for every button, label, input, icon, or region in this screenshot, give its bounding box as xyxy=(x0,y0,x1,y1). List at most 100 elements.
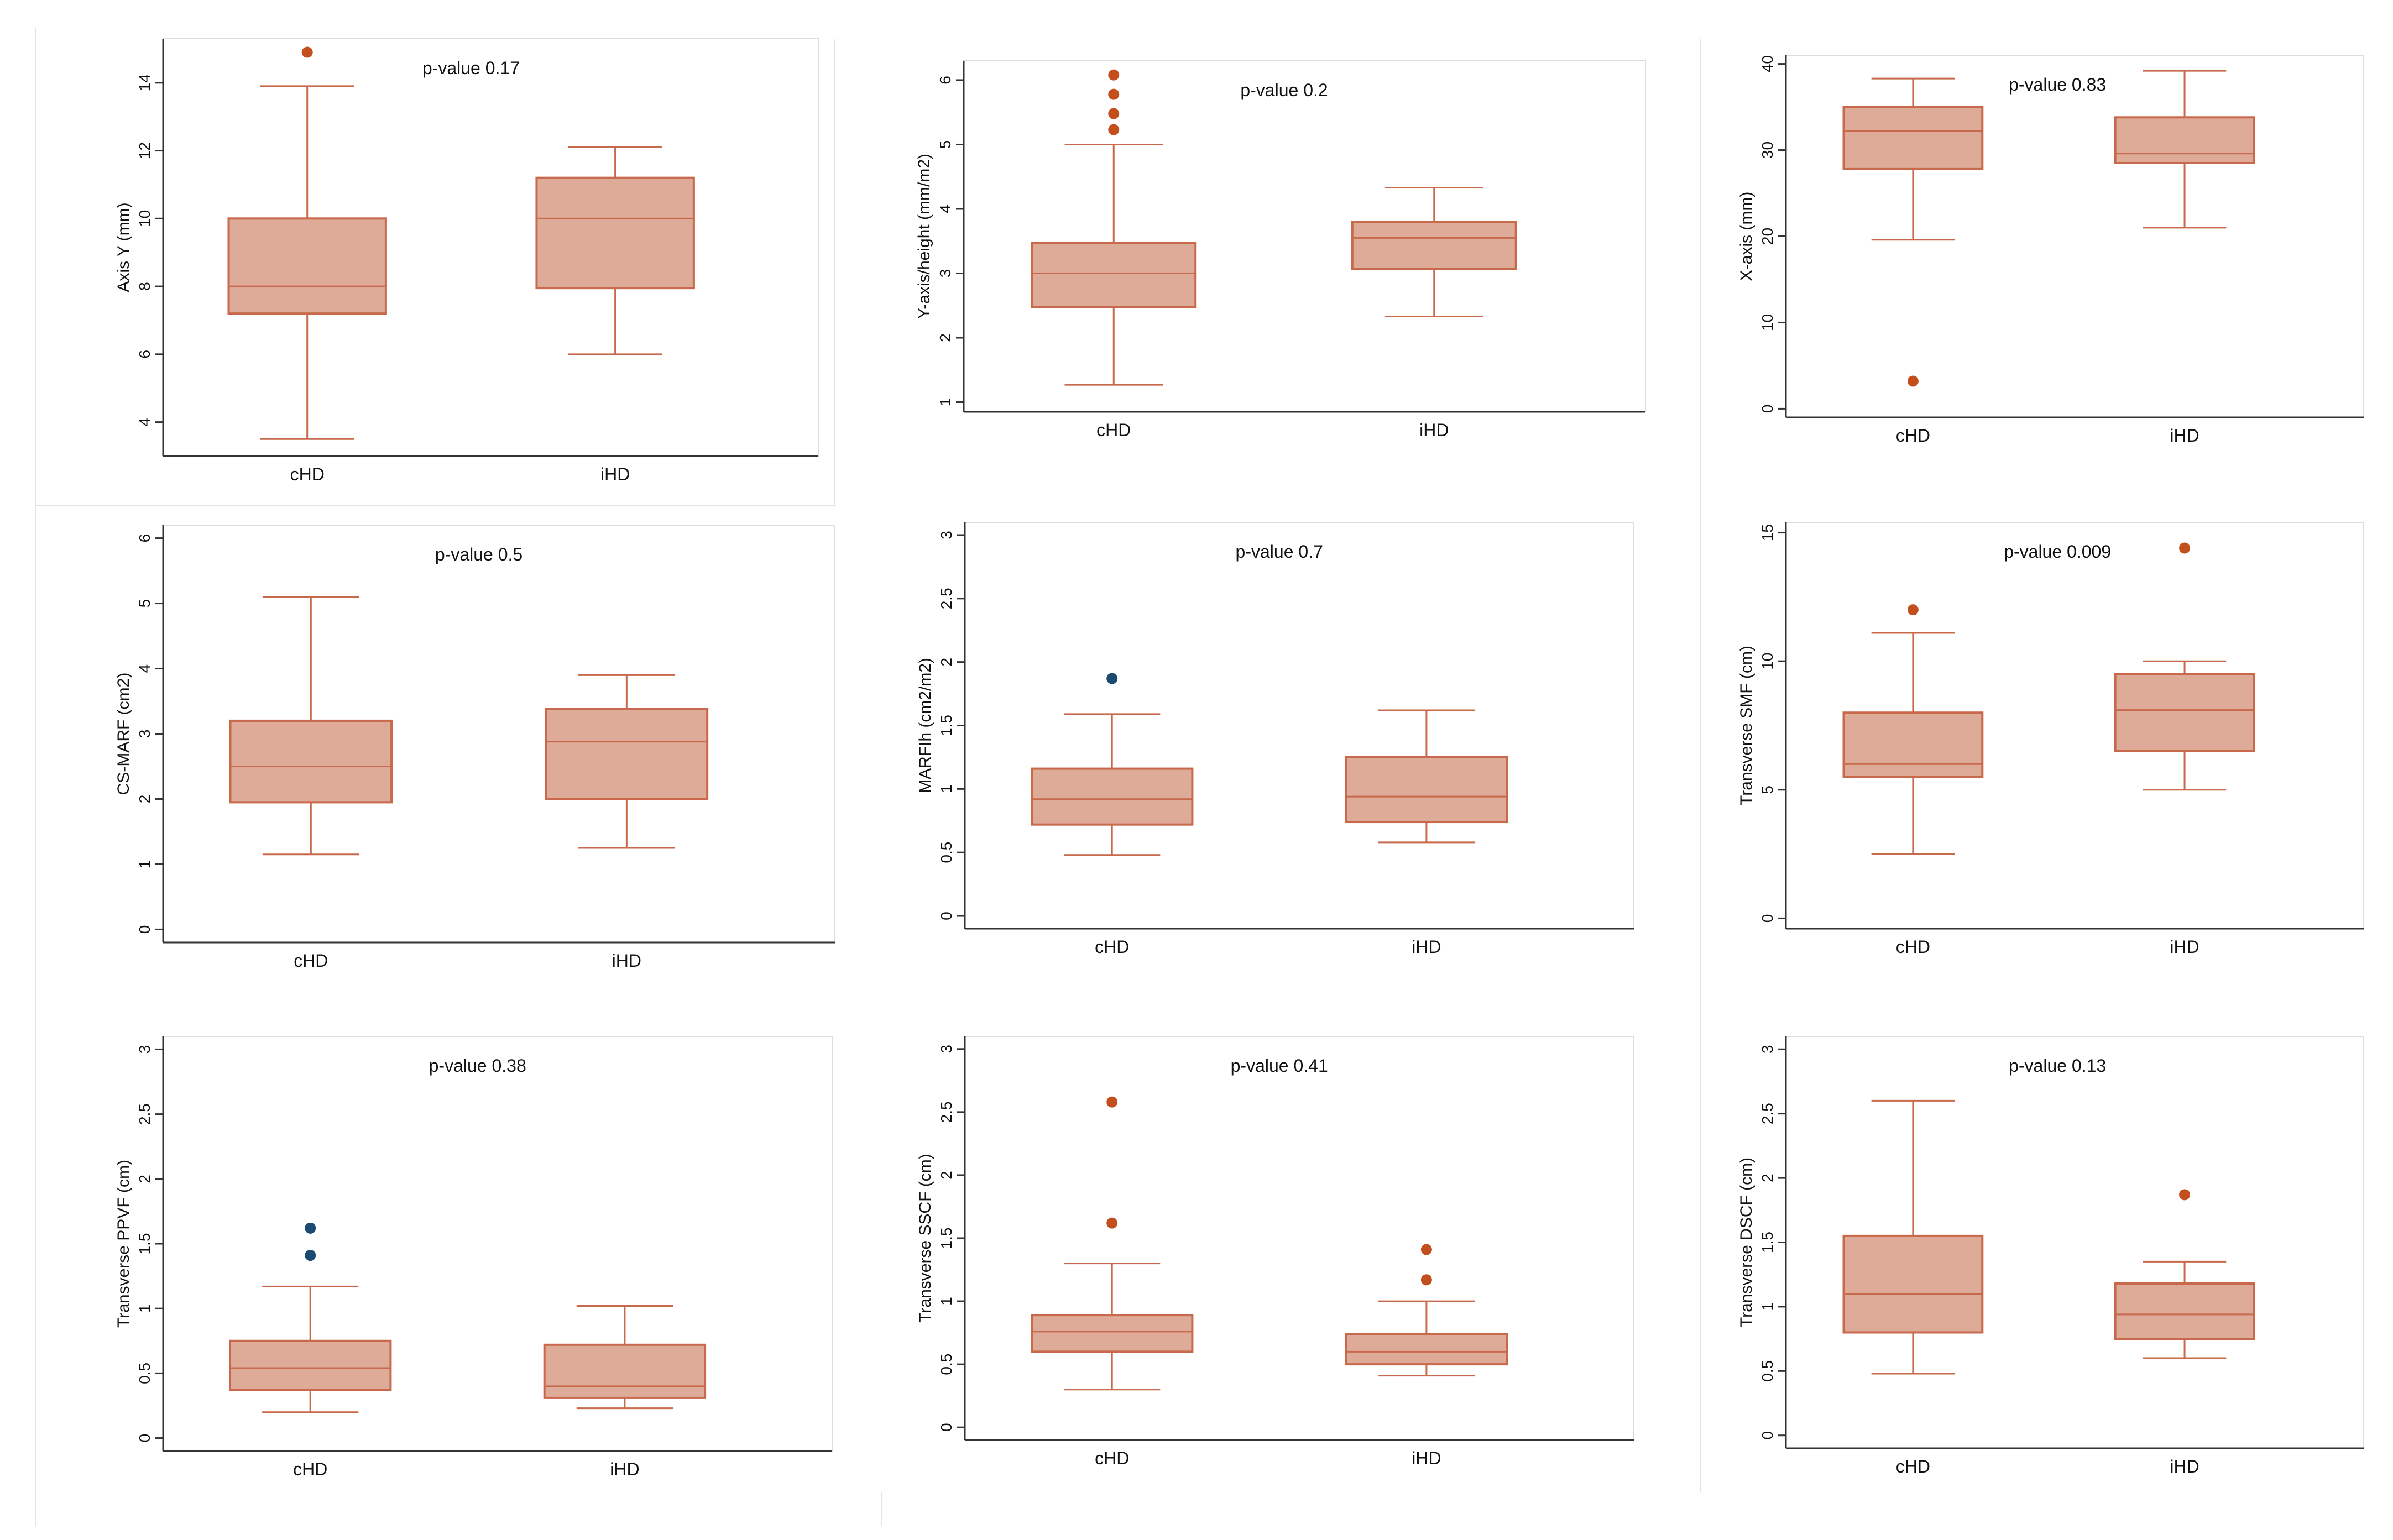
y-tick-label: 0.5 xyxy=(136,1363,153,1384)
plot-frame xyxy=(963,60,1646,412)
iqr-box xyxy=(2114,116,2255,164)
y-tick-label: 2 xyxy=(136,1175,153,1183)
y-tick-label: 2 xyxy=(937,333,954,342)
outlier-point xyxy=(301,46,313,58)
outlier-point xyxy=(305,1250,316,1261)
iqr-box xyxy=(543,1343,707,1399)
y-axis-label: Transverse PPVF (cm) xyxy=(114,1160,133,1328)
chart-svg: 1 2 3 4 5 6 Y-axis/height (mm/m2) p-value 0.2 cH… xyxy=(915,60,1646,440)
y-tick-label: 4 xyxy=(136,418,153,427)
y-tick-label: 1 xyxy=(1759,1302,1776,1311)
x-category-label: iHD xyxy=(1412,1448,1441,1468)
x-category-label: cHD xyxy=(1896,937,1930,957)
y-tick-label: 1.5 xyxy=(1759,1232,1776,1253)
y-tick-label: 4 xyxy=(937,205,954,213)
y-tick-label: 1.5 xyxy=(938,1228,955,1249)
y-tick-label: 6 xyxy=(136,350,153,359)
x-category-label: iHD xyxy=(2170,937,2199,957)
y-tick-label: 2 xyxy=(938,658,955,667)
y-tick-label: 6 xyxy=(937,76,954,85)
chart-panel-y-axis-height: 1 2 3 4 5 6 Y-axis/height (mm/m2) p-value 0.2 cH… xyxy=(911,55,1657,459)
y-tick-label: 0 xyxy=(1759,1431,1776,1440)
chart-svg: 0 1 2 3 4 5 6 CS-MARF (cm2) p-value 0.5 cHD iHD xyxy=(114,525,835,971)
y-tick-label: 3 xyxy=(136,1045,153,1054)
outlier-point xyxy=(1108,88,1120,100)
box-ihd xyxy=(545,674,709,849)
p-value-label: p-value 0.83 xyxy=(2009,75,2106,95)
y-axis-label: X-axis (mm) xyxy=(1737,192,1755,281)
iqr-box xyxy=(1345,756,1508,824)
y-tick-label: 5 xyxy=(937,140,954,149)
iqr-box xyxy=(1031,242,1197,308)
chart-panel-transverse-ppvf: 0 0.5 1 1.5 2 2.5 3 Transverse PPVF (cm) p-value… xyxy=(111,1031,843,1498)
iqr-box xyxy=(227,217,387,315)
y-tick-label: 5 xyxy=(1759,785,1776,794)
plot-frame xyxy=(964,1036,1634,1441)
iqr-box xyxy=(229,1339,392,1391)
outlier-point xyxy=(1108,69,1120,81)
y-tick-label: 40 xyxy=(1759,55,1776,72)
y-tick-label: 10 xyxy=(136,210,153,227)
chart-panel-transverse-sscf: 0 0.5 1 1.5 2 2.5 3 Transverse SSCF (cm) p-value… xyxy=(912,1031,1645,1487)
y-tick-label: 0 xyxy=(938,1423,955,1432)
outlier-point xyxy=(1106,673,1118,684)
iqr-box xyxy=(545,708,709,800)
outlier-point xyxy=(1106,1217,1118,1229)
x-category-label: iHD xyxy=(610,1459,639,1479)
p-value-label: p-value 0.41 xyxy=(1231,1056,1328,1076)
chart-panel-transverse-smf: 0 5 10 15 Transverse SMF (cm) p-value 0.009 cH… xyxy=(1737,517,2375,976)
y-axis-label: CS-MARF (cm2) xyxy=(114,673,133,795)
y-tick-label: 3 xyxy=(938,1045,955,1054)
y-tick-label: 5 xyxy=(136,599,153,608)
outlier-point xyxy=(1420,1274,1432,1286)
box-ihd xyxy=(543,1305,707,1410)
y-tick-label: 3 xyxy=(136,730,153,738)
y-tick-label: 3 xyxy=(938,531,955,539)
box-ihd xyxy=(535,146,695,355)
y-tick-label: 1 xyxy=(938,785,955,794)
x-category-label: cHD xyxy=(293,1459,327,1479)
y-tick-label: 3 xyxy=(937,269,954,278)
y-tick-label: 1 xyxy=(136,860,153,869)
chart-svg: 0 0.5 1 1.5 2 2.5 3 Transverse DSCF (cm) p-value… xyxy=(1737,1036,2364,1476)
box-ihd xyxy=(2114,70,2255,229)
x-category-label: cHD xyxy=(1095,937,1129,957)
y-tick-label: 4 xyxy=(136,664,153,673)
box-chd xyxy=(1031,69,1197,386)
p-value-label: p-value 0.38 xyxy=(429,1056,526,1076)
iqr-box xyxy=(1345,1333,1508,1366)
outlier-point xyxy=(1106,1096,1118,1108)
y-tick-label: 2.5 xyxy=(136,1103,153,1125)
y-tick-label: 2.5 xyxy=(938,1101,955,1123)
chart-panel-cs-marf: 0 1 2 3 4 5 6 CS-MARF (cm2) p-value 0.5 cHD iHD xyxy=(111,520,846,989)
plot-frame xyxy=(964,522,1634,929)
chart-panel-x-axis: 0 10 20 30 40 X-axis (mm) p-value 0.83 cHD iHD xyxy=(1737,50,2375,464)
chart-panel-marfih: 0 0.5 1 1.5 2 2.5 3 MARFIh (cm2/m2) p-value 0.7 c… xyxy=(912,517,1645,976)
p-value-label: p-value 0.2 xyxy=(1240,80,1328,100)
outlier-point xyxy=(1420,1244,1432,1255)
y-tick-label: 1.5 xyxy=(136,1233,153,1255)
outlier-point xyxy=(1108,108,1120,119)
y-tick-label: 12 xyxy=(136,142,153,159)
x-category-label: cHD xyxy=(1095,1448,1129,1468)
y-tick-label: 0.5 xyxy=(938,1354,955,1375)
y-axis-label: Y-axis/height (mm/m2) xyxy=(915,154,933,319)
y-tick-label: 2.5 xyxy=(938,588,955,609)
y-tick-label: 0 xyxy=(1759,914,1776,923)
y-tick-label: 2 xyxy=(1759,1174,1776,1182)
y-axis-label: Transverse DSCF (cm) xyxy=(1737,1157,1755,1327)
box-ihd xyxy=(1345,709,1508,844)
box-chd xyxy=(1031,673,1194,856)
box-chd xyxy=(229,596,393,856)
p-value-label: p-value 0.17 xyxy=(422,58,520,78)
x-category-label: iHD xyxy=(2170,426,2199,446)
y-tick-label: 8 xyxy=(136,282,153,291)
iqr-box xyxy=(1842,106,1984,170)
y-tick-label: 1 xyxy=(136,1304,153,1313)
y-tick-label: 1 xyxy=(937,398,954,407)
x-category-label: cHD xyxy=(1896,1457,1930,1476)
y-tick-label: 2 xyxy=(136,795,153,804)
box-ihd xyxy=(1351,187,1517,318)
